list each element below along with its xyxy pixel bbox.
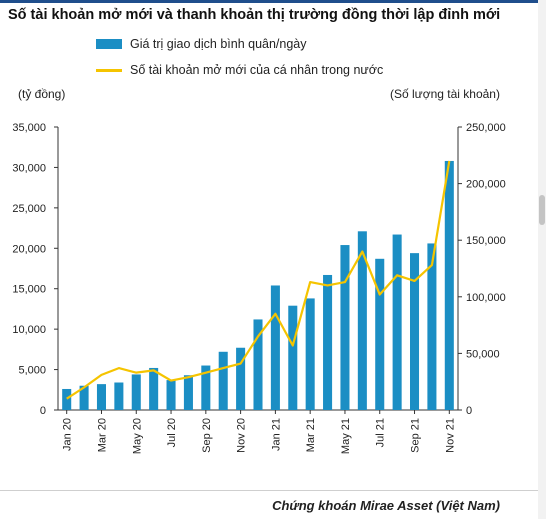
bar-sep-21 xyxy=(410,253,420,410)
bar-sep-20 xyxy=(201,365,211,410)
y-left-tick-label: 15,000 xyxy=(12,284,46,296)
y-left-tick-label: 25,000 xyxy=(12,203,46,215)
title-rule xyxy=(0,0,546,3)
x-tick-label: Mar 21 xyxy=(305,418,317,452)
bar-jul-21 xyxy=(375,258,385,410)
bar-mar-20 xyxy=(96,384,106,410)
bar-jun-20 xyxy=(149,367,159,410)
legend-label-bars: Giá trị giao dịch bình quân/ngày xyxy=(130,37,307,51)
bar-oct-20 xyxy=(218,351,228,410)
y-left-tick-label: 0 xyxy=(40,405,46,417)
x-tick-label: Mar 20 xyxy=(96,418,108,452)
bar-nov-20 xyxy=(236,347,246,410)
x-tick-label: Nov 20 xyxy=(236,418,248,453)
x-tick-label: Nov 21 xyxy=(444,418,456,453)
source-note: Chứng khoán Mirae Asset (Việt Nam) xyxy=(272,498,500,513)
bar-jun-21 xyxy=(357,231,367,410)
y-right-tick-label: 0 xyxy=(466,405,472,417)
bar-jul-20 xyxy=(166,380,176,410)
bar-dec-20 xyxy=(253,319,263,410)
y-right-tick-label: 250,000 xyxy=(466,122,506,134)
bar-aug-20 xyxy=(183,375,193,410)
bar-apr-21 xyxy=(323,274,333,410)
y-right-tick-label: 50,000 xyxy=(466,348,500,360)
y-left-tick-label: 10,000 xyxy=(12,324,46,336)
legend-swatch-line xyxy=(96,68,122,72)
bar-mar-21 xyxy=(305,298,315,410)
y-left-tick-label: 5,000 xyxy=(18,365,46,377)
bar-may-21 xyxy=(340,245,350,410)
x-tick-label: Jul 21 xyxy=(375,418,387,447)
x-tick-label: May 20 xyxy=(131,418,143,454)
legend-label-line: Số tài khoản mở mới của cá nhân trong nư… xyxy=(130,63,384,77)
legend-swatch-bar xyxy=(96,39,122,49)
y-left-tick-label: 30,000 xyxy=(12,162,46,174)
footer-divider xyxy=(0,490,538,491)
x-tick-label: May 21 xyxy=(340,418,352,454)
scrollbar-track[interactable] xyxy=(538,0,546,519)
chart-plot: 35,000 30,000 25,000 20,000 15,000 10,000 5,00… xyxy=(12,122,506,454)
x-tick-label: Jan 20 xyxy=(62,418,74,451)
x-tick-label: Jul 20 xyxy=(166,418,178,447)
bar-apr-20 xyxy=(114,382,124,410)
x-tick-label: Sep 21 xyxy=(410,418,422,453)
bar-feb-21 xyxy=(288,305,298,410)
legend-item-bars: Giá trị giao dịch bình quân/ngày xyxy=(96,34,383,54)
y-left-unit-label: (tỷ đồng) xyxy=(18,87,66,101)
y-right-tick-label: 150,000 xyxy=(466,235,506,247)
bar-jan-20 xyxy=(62,388,72,410)
legend-item-line: Số tài khoản mở mới của cá nhân trong nư… xyxy=(96,60,383,80)
scrollbar-thumb[interactable] xyxy=(539,195,545,225)
y-right-tick-label: 200,000 xyxy=(466,179,506,191)
bar-may-20 xyxy=(131,374,141,410)
y-right-unit-label: (Số lượng tài khoản) xyxy=(390,87,500,101)
line-series-new-accounts xyxy=(66,160,451,400)
chart-title: Số tài khoản mở mới và thanh khoản thị t… xyxy=(8,7,501,23)
chart-legend: Giá trị giao dịch bình quân/ngày Số tài … xyxy=(96,34,383,86)
bar-oct-21 xyxy=(427,243,437,410)
x-tick-label: Sep 20 xyxy=(201,418,213,453)
y-left-tick-label: 35,000 xyxy=(12,122,46,134)
bar-nov-21 xyxy=(444,160,454,410)
bar-jan-21 xyxy=(270,285,280,410)
y-left-tick-label: 20,000 xyxy=(12,243,46,255)
y-right-tick-label: 100,000 xyxy=(466,292,506,304)
x-tick-label: Jan 21 xyxy=(270,418,282,451)
bar-feb-20 xyxy=(79,385,89,410)
bar-aug-21 xyxy=(392,234,402,410)
